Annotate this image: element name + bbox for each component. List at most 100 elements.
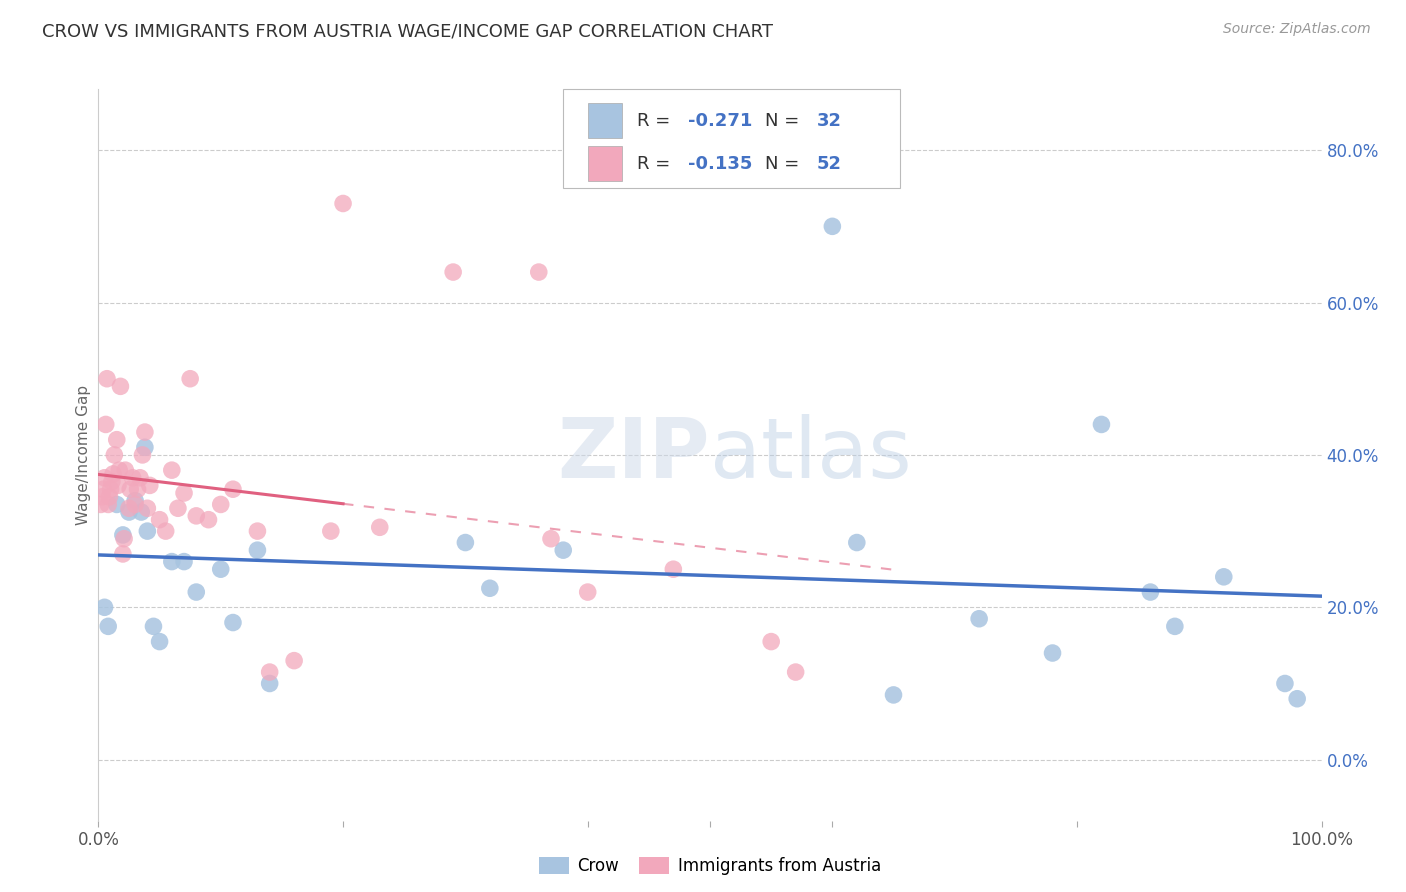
Point: [136, 501, 159, 516]
Point: [91, 482, 114, 496]
Point: [98, 490, 121, 504]
Point: [368, 520, 391, 534]
Point: [883, 688, 905, 702]
Point: [454, 535, 477, 549]
Point: [332, 196, 354, 211]
Point: [821, 219, 844, 234]
Point: [967, 612, 990, 626]
Point: [1139, 585, 1161, 599]
Point: [576, 585, 599, 599]
Y-axis label: Wage/Income Gap: Wage/Income Gap: [76, 384, 91, 525]
Point: [107, 478, 129, 492]
Point: [1164, 619, 1187, 633]
Point: [186, 585, 208, 599]
Point: [761, 634, 783, 648]
Point: [105, 433, 128, 447]
Point: [222, 482, 245, 496]
Point: [142, 619, 165, 633]
Point: [1212, 570, 1234, 584]
FancyBboxPatch shape: [564, 89, 900, 188]
Text: R =: R =: [637, 112, 676, 129]
Point: [149, 513, 172, 527]
Point: [97, 498, 120, 512]
Point: [134, 425, 156, 439]
Point: [259, 676, 281, 690]
Point: [1042, 646, 1064, 660]
Point: [179, 372, 201, 386]
Point: [90, 498, 112, 512]
Point: [1286, 691, 1309, 706]
Legend: Crow, Immigrants from Austria: Crow, Immigrants from Austria: [533, 850, 887, 882]
Text: CROW VS IMMIGRANTS FROM AUSTRIA WAGE/INCOME GAP CORRELATION CHART: CROW VS IMMIGRANTS FROM AUSTRIA WAGE/INC…: [42, 22, 773, 40]
Point: [540, 532, 562, 546]
Point: [319, 524, 342, 538]
Text: N =: N =: [765, 112, 806, 129]
Point: [149, 634, 172, 648]
Text: 52: 52: [817, 155, 841, 173]
Point: [167, 501, 190, 516]
Text: N =: N =: [765, 155, 806, 173]
FancyBboxPatch shape: [588, 103, 621, 138]
Point: [478, 581, 501, 595]
Text: -0.135: -0.135: [688, 155, 752, 173]
Point: [155, 524, 177, 538]
Point: [96, 372, 118, 386]
Point: [139, 478, 162, 492]
Point: [111, 528, 134, 542]
Point: [441, 265, 464, 279]
Point: [186, 508, 208, 523]
Text: Source: ZipAtlas.com: Source: ZipAtlas.com: [1223, 22, 1371, 37]
Point: [120, 482, 142, 496]
Point: [283, 654, 305, 668]
Text: 32: 32: [817, 112, 841, 129]
Point: [97, 619, 120, 633]
Point: [1274, 676, 1296, 690]
Point: [134, 440, 156, 454]
Text: ZIP: ZIP: [558, 415, 710, 495]
Point: [91, 490, 114, 504]
Point: [110, 379, 132, 393]
Point: [160, 463, 183, 477]
Point: [131, 448, 153, 462]
Point: [118, 505, 141, 519]
Point: [222, 615, 245, 630]
Point: [111, 547, 134, 561]
Point: [197, 513, 219, 527]
Point: [121, 471, 143, 485]
Point: [173, 555, 195, 569]
Text: -0.271: -0.271: [688, 112, 752, 129]
Point: [108, 463, 131, 477]
Point: [93, 471, 115, 485]
Point: [124, 493, 146, 508]
Point: [127, 482, 149, 496]
Point: [103, 448, 125, 462]
Point: [114, 463, 136, 477]
Point: [246, 543, 269, 558]
Point: [94, 417, 117, 432]
Point: [259, 665, 281, 679]
Point: [527, 265, 550, 279]
Point: [129, 505, 152, 519]
Point: [101, 475, 124, 489]
Point: [553, 543, 575, 558]
FancyBboxPatch shape: [588, 146, 621, 181]
Text: atlas: atlas: [710, 415, 911, 495]
Point: [246, 524, 269, 538]
Point: [662, 562, 685, 576]
Point: [209, 562, 232, 576]
Point: [160, 555, 183, 569]
Point: [1090, 417, 1112, 432]
Point: [93, 600, 115, 615]
Point: [112, 532, 135, 546]
Point: [129, 471, 152, 485]
Point: [124, 498, 146, 512]
Point: [785, 665, 807, 679]
Point: [845, 535, 868, 549]
Point: [136, 524, 159, 538]
Text: R =: R =: [637, 155, 676, 173]
Point: [101, 467, 124, 481]
Point: [118, 501, 141, 516]
Point: [105, 498, 128, 512]
Point: [173, 486, 195, 500]
Point: [209, 498, 232, 512]
